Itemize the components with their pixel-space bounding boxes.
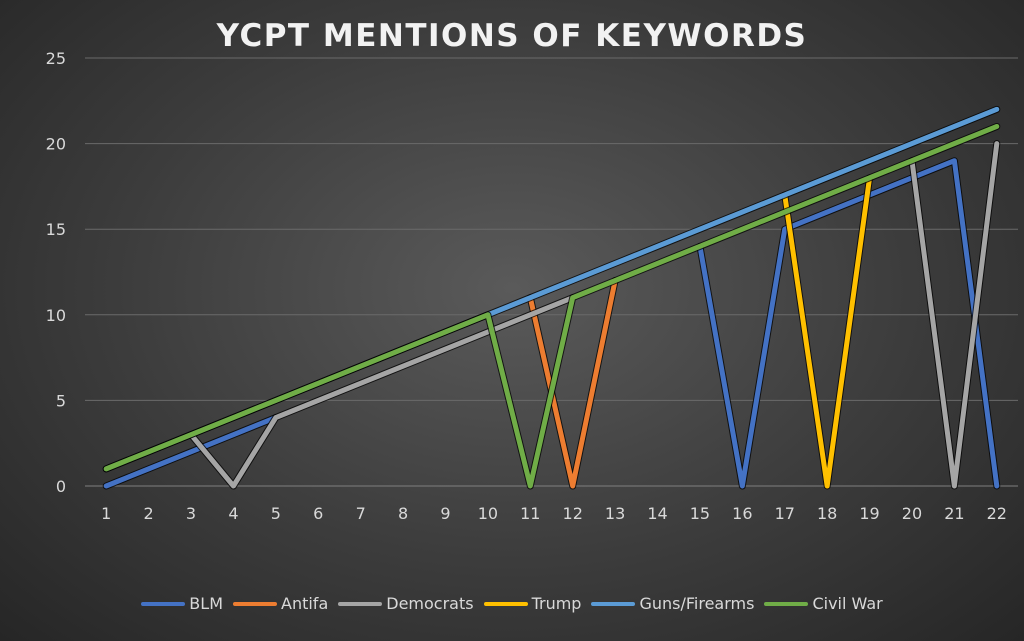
series-line-trump: [782, 175, 873, 489]
x-tick-label: 22: [987, 504, 1007, 523]
legend-swatch: [233, 601, 277, 606]
x-tick-label: 17: [775, 504, 795, 523]
legend-item-antifa: Antifa: [233, 594, 328, 613]
x-tick-label: 3: [186, 504, 196, 523]
legend-swatch: [591, 601, 636, 606]
legend-label: Trump: [531, 594, 582, 613]
x-tick-label: 13: [605, 504, 625, 523]
x-axis-ticks: 1 2 3 4 5 6 7 8 9 10 11 12 13 14 15 16 17 18 19 20 21 22: [101, 504, 1007, 523]
x-tick-label: 8: [398, 504, 408, 523]
x-tick-label: 11: [520, 504, 540, 523]
legend-label: BLM: [189, 594, 223, 613]
x-tick-label: 16: [732, 504, 752, 523]
legend-label: Antifa: [281, 594, 329, 613]
x-tick-label: 6: [313, 504, 323, 523]
x-tick-label: 7: [356, 504, 366, 523]
legend-label: Civil War: [812, 594, 883, 613]
series-line-democrats: [188, 295, 576, 489]
x-tick-label: 15: [690, 504, 710, 523]
x-tick-label: 12: [563, 504, 583, 523]
y-tick-label: 5: [56, 391, 66, 410]
series-line-democrats: [909, 141, 1000, 489]
y-tick-label: 20: [46, 135, 66, 154]
y-tick-label: 10: [46, 306, 66, 325]
legend-item-trump: Trump: [483, 594, 582, 613]
x-tick-label: 1: [101, 504, 111, 523]
y-tick-label: 0: [56, 477, 66, 496]
legend-label: Guns/Firearms: [639, 594, 755, 613]
legend-label: Democrats: [386, 594, 474, 613]
y-tick-label: 15: [46, 220, 66, 239]
legend-item-blm: BLM: [141, 594, 223, 613]
x-tick-label: 10: [478, 504, 498, 523]
x-tick-label: 20: [902, 504, 922, 523]
series-lines: [102, 105, 1001, 490]
x-tick-label: 5: [271, 504, 281, 523]
x-tick-label: 18: [817, 504, 837, 523]
series-line-blm: [697, 158, 1000, 489]
x-tick-label: 21: [944, 504, 964, 523]
legend-item-civil-war: Civil War: [764, 594, 883, 613]
series-line-blm: [103, 415, 279, 489]
series-line-antifa: [527, 278, 618, 489]
legend-item-guns-firearms: Guns/Firearms: [591, 594, 754, 613]
legend-swatch: [141, 601, 186, 606]
y-axis-ticks: 0 5 10 15 20 25: [46, 49, 66, 496]
x-tick-label: 19: [859, 504, 879, 523]
x-tick-label: 4: [228, 504, 238, 523]
series-line-civil-war: [103, 123, 1000, 489]
legend-swatch: [483, 601, 528, 606]
x-tick-label: 9: [440, 504, 450, 523]
legend-item-democrats: Democrats: [338, 594, 474, 613]
x-tick-label: 14: [647, 504, 667, 523]
y-tick-label: 25: [46, 49, 66, 68]
x-tick-label: 2: [144, 504, 154, 523]
legend-swatch: [338, 601, 383, 606]
chart-title: YCPT MENTIONS OF KEYWORDS: [216, 18, 808, 54]
legend: BLM Antifa Democrats Trump Guns/Firearms Civi…: [0, 594, 1024, 613]
legend-swatch: [764, 601, 809, 606]
